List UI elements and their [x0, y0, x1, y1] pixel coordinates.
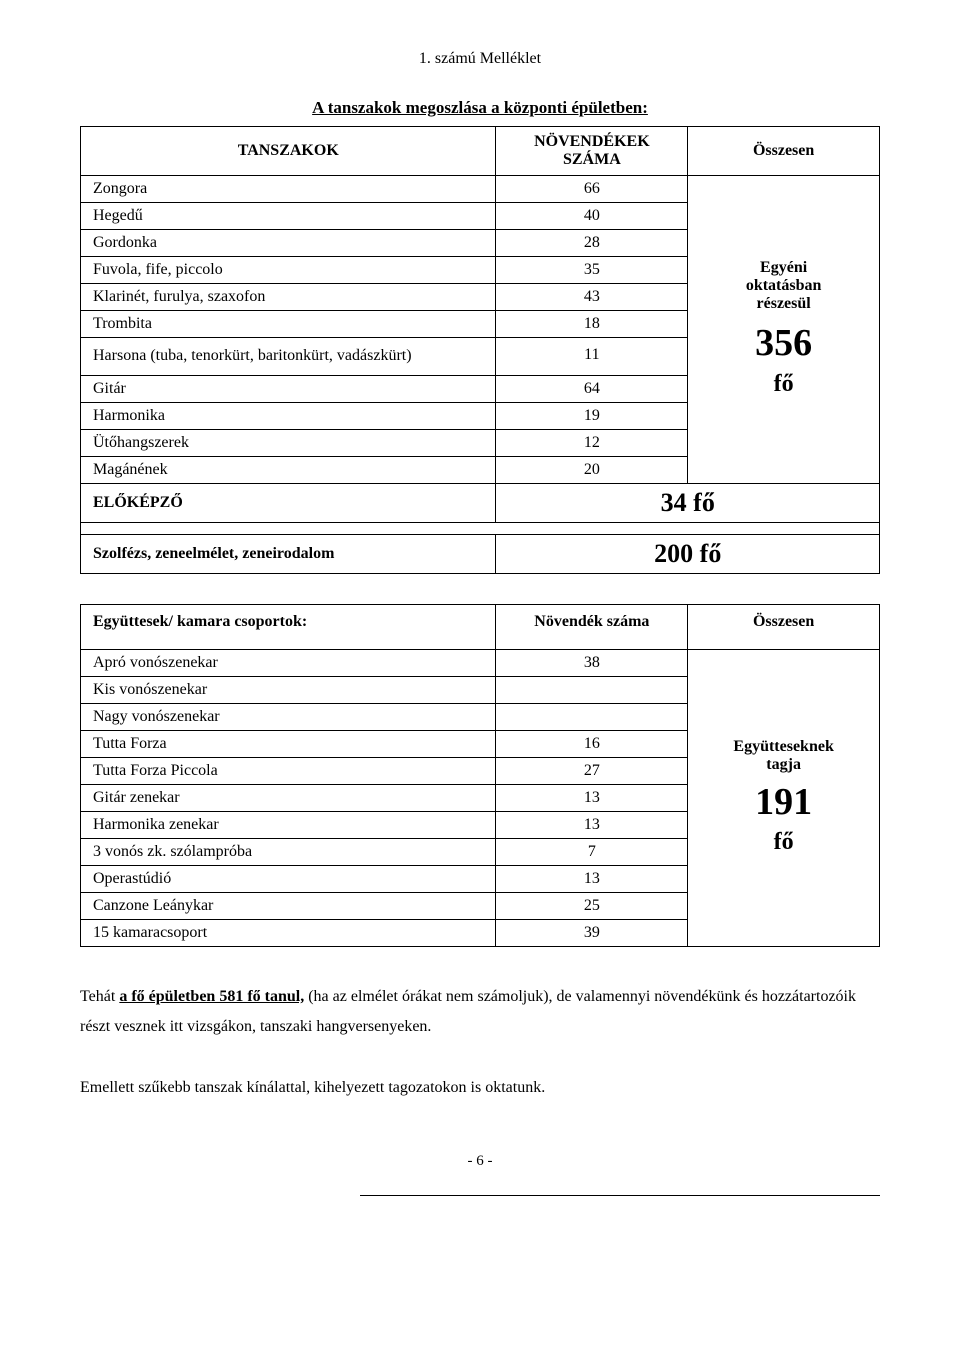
table-row: Fuvola, fife, piccolo — [81, 257, 496, 284]
col-header-szama: NÖVENDÉKEK SZÁMA — [496, 127, 688, 176]
table-row: Tutta Forza Piccola — [81, 757, 496, 784]
para1-bold: a fő épületben 581 fő tanul, — [119, 988, 304, 1005]
table-row-value: 18 — [496, 311, 688, 338]
col-header-novendek: Növendék száma — [496, 604, 688, 649]
paragraph-2: Emellett szűkebb tanszak kínálattal, kih… — [80, 1073, 880, 1103]
table-row: Harmonika zenekar — [81, 811, 496, 838]
elokepzo-label: ELŐKÉPZŐ — [81, 483, 496, 522]
summary-total: 356 — [698, 319, 869, 368]
table-row: Harsona (tuba, tenorkürt, baritonkürt, v… — [81, 338, 496, 376]
section-title: A tanszakok megoszlása a központi épület… — [80, 98, 880, 118]
col-header-egyuttesek: Együttesek/ kamara csoportok: — [81, 604, 496, 649]
table-row-value: 20 — [496, 456, 688, 483]
szolfez-label: Szolfézs, zeneelmélet, zeneirodalom — [81, 534, 496, 573]
table-row-value: 13 — [496, 865, 688, 892]
table-row: Tutta Forza — [81, 730, 496, 757]
table-row: Trombita — [81, 311, 496, 338]
table-row-value: 12 — [496, 429, 688, 456]
table-row-value: 13 — [496, 811, 688, 838]
table-row-value — [496, 703, 688, 730]
table-row: Gitár zenekar — [81, 784, 496, 811]
table-row: Magánének — [81, 456, 496, 483]
summary-unit-2: fő — [698, 827, 869, 858]
summary-cell: Egyéni oktatásban részesül 356 fő — [688, 176, 880, 484]
table-row: Apró vonószenekar — [81, 649, 496, 676]
elokepzo-value: 34 fő — [496, 483, 880, 522]
table-row: Gordonka — [81, 230, 496, 257]
table-row-value: 25 — [496, 892, 688, 919]
table-row-value: 11 — [496, 338, 688, 376]
table-row-value: 64 — [496, 375, 688, 402]
summary-text: részesül — [698, 295, 869, 313]
table-row: Kis vonószenekar — [81, 676, 496, 703]
table-row-value: 28 — [496, 230, 688, 257]
table-row-value: 38 — [496, 649, 688, 676]
szolfez-value: 200 fő — [496, 534, 880, 573]
summary-text: tagja — [698, 756, 869, 774]
table-row-value: 35 — [496, 257, 688, 284]
summary-total-2: 191 — [698, 778, 869, 827]
table-row: Nagy vonószenekar — [81, 703, 496, 730]
table-row-value: 7 — [496, 838, 688, 865]
summary-text: Együtteseknek — [698, 738, 869, 756]
table-row-value: 40 — [496, 203, 688, 230]
table-row-value: 43 — [496, 284, 688, 311]
paragraph-1: Tehát a fő épületben 581 fő tanul, (ha a… — [80, 982, 880, 1043]
table-row: Hegedű — [81, 203, 496, 230]
para1-pre: Tehát — [80, 988, 119, 1005]
table-row: 3 vonós zk. szólampróba — [81, 838, 496, 865]
table-row-value: 19 — [496, 402, 688, 429]
col-header-osszesen: Összesen — [688, 127, 880, 176]
table-row: Ütőhangszerek — [81, 429, 496, 456]
table-row: 15 kamaracsoport — [81, 919, 496, 946]
table-row: Operastúdió — [81, 865, 496, 892]
col-header-osszesen2: Összesen — [688, 604, 880, 649]
table-row-value — [496, 676, 688, 703]
summary-cell-2: Együtteseknek tagja 191 fő — [688, 649, 880, 946]
table-row: Canzone Leánykar — [81, 892, 496, 919]
table-row-value: 13 — [496, 784, 688, 811]
col-header-tanszak: TANSZAKOK — [81, 127, 496, 176]
table-row-value: 66 — [496, 176, 688, 203]
table-row: Gitár — [81, 375, 496, 402]
summary-unit: fő — [698, 369, 869, 400]
table-row: Klarinét, furulya, szaxofon — [81, 284, 496, 311]
tanszakok-table: TANSZAKOK NÖVENDÉKEK SZÁMA Összesen Zong… — [80, 126, 880, 574]
summary-text: Egyéni — [698, 259, 869, 277]
table-row-value: 27 — [496, 757, 688, 784]
table-row: Harmonika — [81, 402, 496, 429]
summary-text: oktatásban — [698, 277, 869, 295]
table-row-value: 39 — [496, 919, 688, 946]
table-row-value: 16 — [496, 730, 688, 757]
egyuttesek-table: Együttesek/ kamara csoportok: Növendék s… — [80, 604, 880, 947]
page-number: - 6 - — [80, 1153, 880, 1170]
footer-line — [360, 1195, 880, 1196]
page-title: 1. számú Melléklet — [80, 50, 880, 68]
table-row: Zongora — [81, 176, 496, 203]
